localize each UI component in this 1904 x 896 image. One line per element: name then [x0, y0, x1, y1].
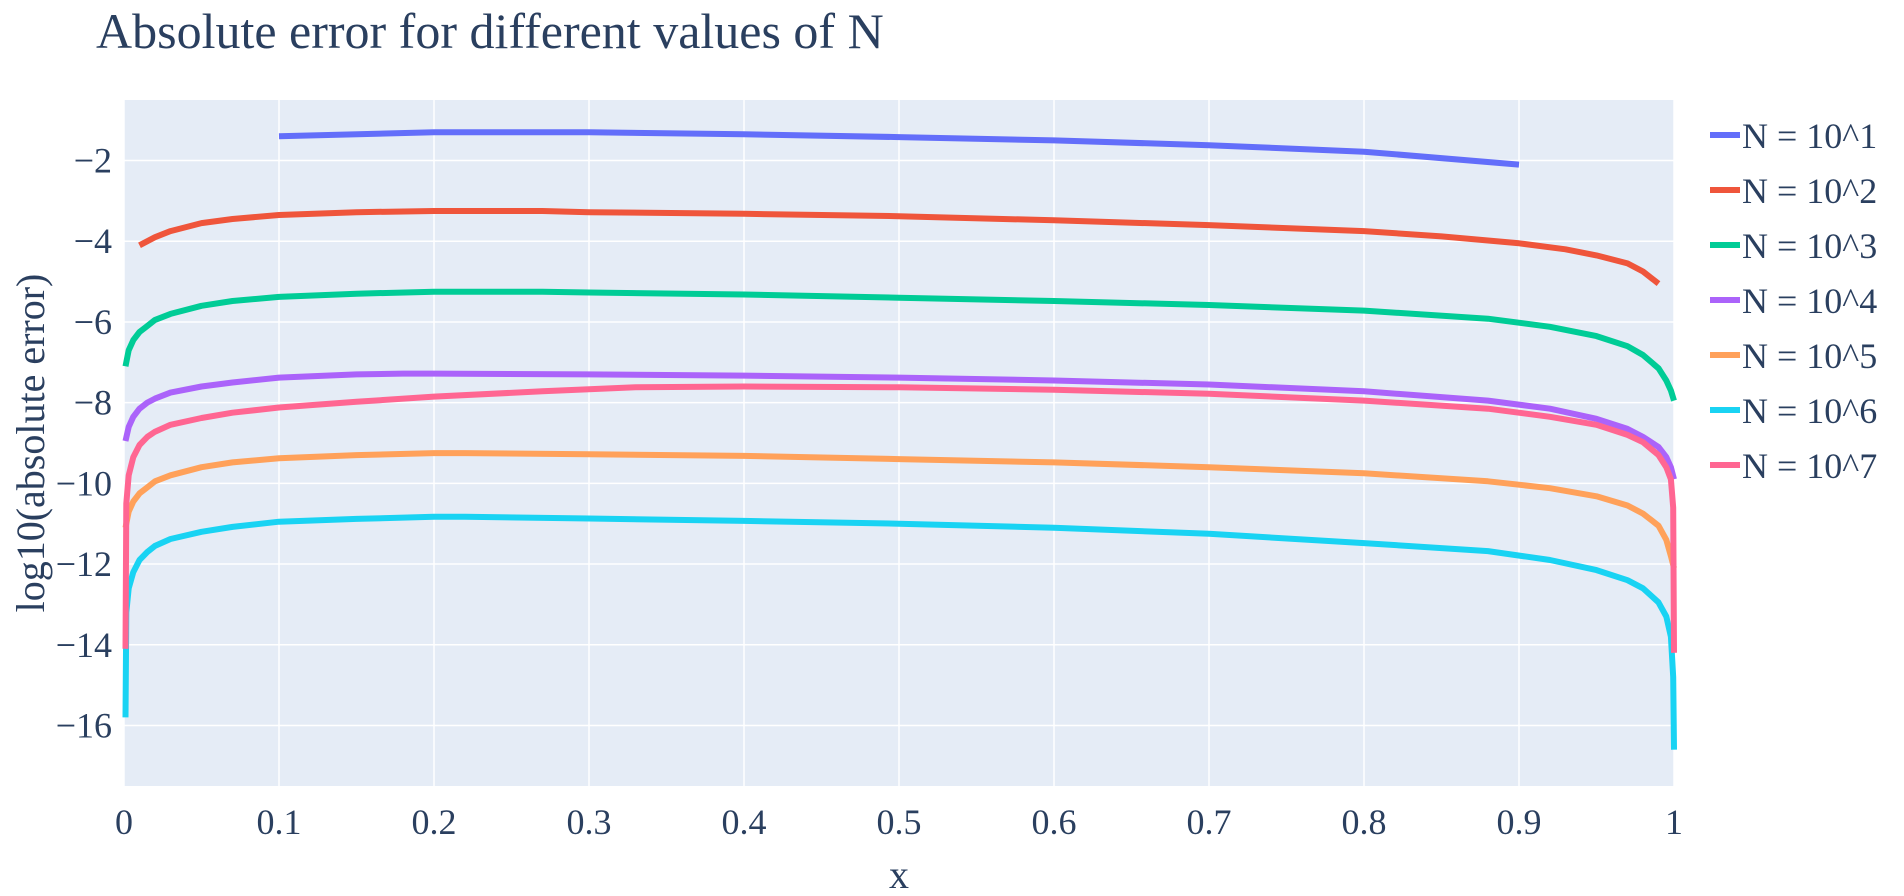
- x-tick-label: 0.5: [877, 802, 922, 842]
- y-axis-label: log10(absolute error): [8, 274, 53, 613]
- x-tick-label: 1: [1665, 802, 1683, 842]
- chart-title: Absolute error for different values of N: [96, 3, 884, 59]
- legend-label[interactable]: N = 10^7: [1742, 446, 1877, 486]
- x-tick-label: 0.3: [567, 802, 612, 842]
- legend-label[interactable]: N = 10^3: [1742, 226, 1877, 266]
- x-tick-labels: 0 0.1 0.2 0.3 0.4 0.5 0.6 0.7 0.8 0.9 1: [115, 802, 1683, 842]
- series-line: [278, 129, 1520, 168]
- legend[interactable]: N = 10^1 N = 10^2 N = 10^3 N = 10^4 N = 10^5…: [1710, 116, 1877, 486]
- series-line: [122, 383, 1677, 653]
- y-gridlines: [124, 159, 1674, 727]
- series-line: [122, 288, 1677, 402]
- x-tick-label: 0.4: [722, 802, 767, 842]
- y-tick-label: −4: [74, 221, 112, 261]
- series-line: [122, 370, 1677, 481]
- x-tick-label: 0.8: [1342, 802, 1387, 842]
- legend-label[interactable]: N = 10^5: [1742, 336, 1877, 376]
- series-lines: [122, 129, 1677, 750]
- series-line: [122, 513, 1677, 750]
- legend-label[interactable]: N = 10^4: [1742, 281, 1877, 321]
- series-line: [122, 450, 1677, 569]
- y-tick-label: −8: [74, 383, 112, 423]
- y-tick-label: −12: [56, 544, 112, 584]
- x-tick-label: 0.9: [1497, 802, 1542, 842]
- x-tick-label: 0.1: [257, 802, 302, 842]
- y-tick-labels: −2 −4 −6 −8 −10 −12 −14 −16: [56, 141, 112, 746]
- y-tick-label: −6: [74, 302, 112, 342]
- y-tick-label: −2: [74, 141, 112, 181]
- legend-label[interactable]: N = 10^1: [1742, 116, 1877, 156]
- series-line: [138, 208, 1661, 286]
- x-axis-label: x: [889, 852, 909, 896]
- x-tick-label: 0.2: [412, 802, 457, 842]
- x-tick-label: 0: [115, 802, 133, 842]
- legend-label[interactable]: N = 10^6: [1742, 391, 1877, 431]
- y-tick-label: −10: [56, 463, 112, 503]
- x-tick-label: 0.6: [1032, 802, 1077, 842]
- x-tick-label: 0.7: [1187, 802, 1232, 842]
- legend-label[interactable]: N = 10^2: [1742, 171, 1877, 211]
- y-tick-label: −14: [56, 625, 112, 665]
- y-tick-label: −16: [56, 705, 112, 745]
